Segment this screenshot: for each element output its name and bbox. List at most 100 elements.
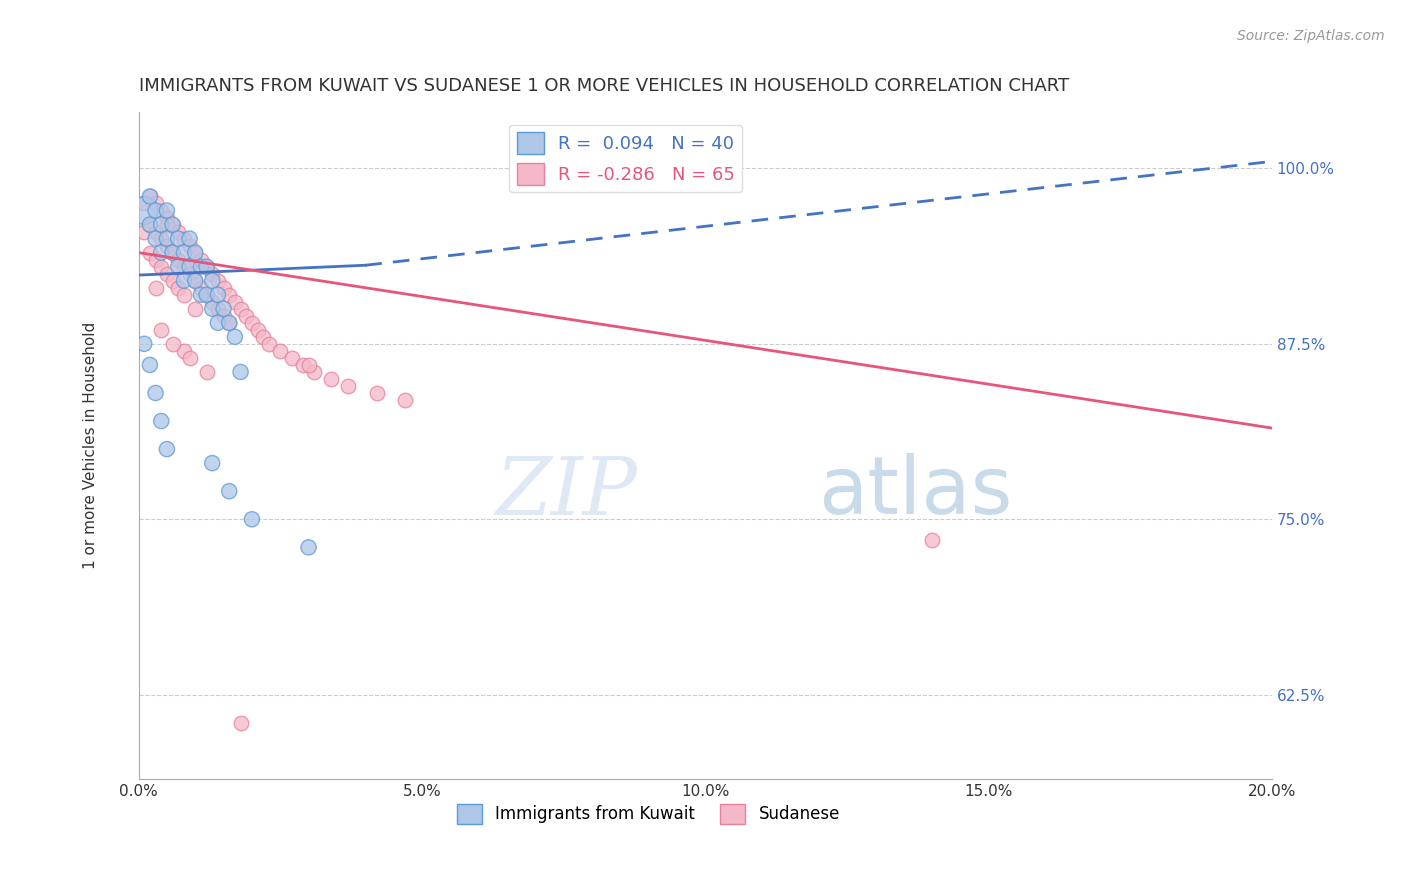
Point bbox=[167, 281, 190, 295]
Point bbox=[195, 260, 218, 274]
Point bbox=[145, 225, 167, 239]
Point bbox=[139, 189, 162, 203]
Point bbox=[162, 274, 184, 288]
Point bbox=[302, 365, 325, 379]
Point bbox=[179, 267, 201, 281]
Point bbox=[134, 203, 156, 218]
Point bbox=[162, 218, 184, 232]
Point bbox=[218, 484, 240, 499]
Point bbox=[145, 386, 167, 401]
Point bbox=[240, 512, 263, 526]
Point bbox=[167, 225, 190, 239]
Point bbox=[257, 336, 280, 351]
Point bbox=[184, 274, 207, 288]
Point bbox=[269, 343, 291, 358]
Point bbox=[156, 231, 179, 245]
Point bbox=[212, 309, 235, 323]
Point bbox=[297, 541, 319, 555]
Point bbox=[139, 245, 162, 260]
Point bbox=[145, 203, 167, 218]
Point bbox=[246, 323, 269, 337]
Point bbox=[207, 287, 229, 301]
Point bbox=[229, 301, 252, 316]
Point bbox=[291, 358, 314, 372]
Point bbox=[179, 231, 201, 245]
Text: IMMIGRANTS FROM KUWAIT VS SUDANESE 1 OR MORE VEHICLES IN HOUSEHOLD CORRELATION C: IMMIGRANTS FROM KUWAIT VS SUDANESE 1 OR … bbox=[139, 78, 1069, 95]
Point bbox=[921, 533, 943, 548]
Point bbox=[173, 274, 195, 288]
Point bbox=[195, 260, 218, 274]
Point bbox=[321, 372, 343, 386]
Point bbox=[190, 281, 212, 295]
Point bbox=[207, 301, 229, 316]
Legend: Immigrants from Kuwait, Sudanese: Immigrants from Kuwait, Sudanese bbox=[450, 797, 846, 830]
Point bbox=[167, 260, 190, 274]
Point bbox=[134, 225, 156, 239]
Point bbox=[156, 442, 179, 456]
Point bbox=[190, 287, 212, 301]
Point bbox=[201, 456, 224, 470]
Point bbox=[173, 231, 195, 245]
Point bbox=[173, 260, 195, 274]
Point bbox=[134, 196, 156, 211]
Point bbox=[150, 245, 173, 260]
Point bbox=[297, 358, 319, 372]
Point bbox=[212, 281, 235, 295]
Point bbox=[179, 260, 201, 274]
Point bbox=[179, 351, 201, 365]
Point bbox=[207, 274, 229, 288]
Point bbox=[139, 218, 162, 232]
Point bbox=[145, 196, 167, 211]
Point bbox=[201, 301, 224, 316]
Point bbox=[150, 414, 173, 428]
Point bbox=[252, 330, 274, 344]
Point bbox=[229, 365, 252, 379]
Point bbox=[224, 294, 246, 309]
Point bbox=[207, 316, 229, 330]
Point bbox=[156, 203, 179, 218]
Point bbox=[240, 316, 263, 330]
Point bbox=[195, 287, 218, 301]
Point bbox=[139, 358, 162, 372]
Point bbox=[235, 309, 257, 323]
Point bbox=[195, 365, 218, 379]
Point bbox=[201, 267, 224, 281]
Point bbox=[139, 218, 162, 232]
Point bbox=[280, 351, 302, 365]
Point bbox=[179, 238, 201, 252]
Point bbox=[184, 245, 207, 260]
Text: atlas: atlas bbox=[818, 453, 1012, 532]
Point bbox=[134, 336, 156, 351]
Point bbox=[139, 189, 162, 203]
Point bbox=[184, 274, 207, 288]
Point bbox=[150, 323, 173, 337]
Point bbox=[201, 274, 224, 288]
Point bbox=[156, 211, 179, 225]
Point bbox=[145, 231, 167, 245]
Point bbox=[212, 301, 235, 316]
Point bbox=[173, 287, 195, 301]
Point bbox=[145, 281, 167, 295]
Point bbox=[162, 218, 184, 232]
Point bbox=[218, 316, 240, 330]
Point bbox=[195, 287, 218, 301]
Point bbox=[173, 245, 195, 260]
Point bbox=[150, 203, 173, 218]
Point bbox=[184, 301, 207, 316]
Point bbox=[150, 260, 173, 274]
Point bbox=[184, 245, 207, 260]
Point bbox=[229, 715, 252, 730]
Point bbox=[156, 238, 179, 252]
Point bbox=[201, 294, 224, 309]
Point bbox=[167, 252, 190, 267]
Point bbox=[394, 392, 416, 407]
Point bbox=[156, 267, 179, 281]
Point bbox=[190, 260, 212, 274]
Point bbox=[162, 245, 184, 260]
Point bbox=[162, 336, 184, 351]
Point bbox=[218, 316, 240, 330]
Point bbox=[156, 218, 179, 232]
Point bbox=[150, 231, 173, 245]
Point bbox=[190, 252, 212, 267]
Point bbox=[218, 287, 240, 301]
